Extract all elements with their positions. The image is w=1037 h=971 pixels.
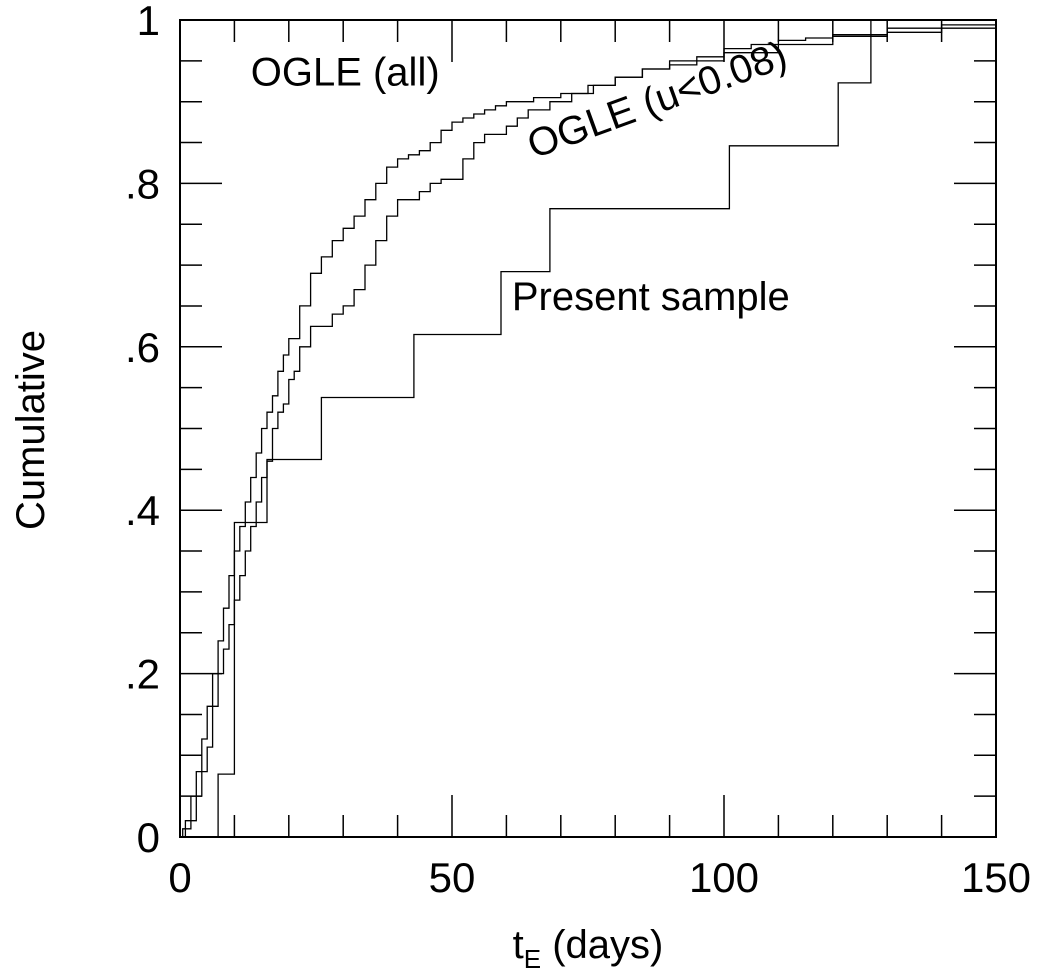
tick-labels: 0 50 100 150 0 .2 .4 .6 .8 1 [125, 0, 1031, 901]
series-line-2 [180, 19, 996, 838]
series-line-1 [180, 20, 997, 838]
plot-frame [179, 19, 997, 838]
x-axis-label: tE (days) [513, 923, 664, 971]
y-tick-label: .4 [125, 487, 160, 534]
y-axis-label: Cumulative [9, 330, 53, 530]
y-tick-label: .6 [125, 324, 160, 371]
x-tick-label: 100 [689, 854, 759, 901]
y-tick-label: .2 [125, 651, 160, 698]
annotation-1: OGLE (u<0.08) [522, 33, 793, 168]
y-tick-label: 1 [137, 0, 160, 44]
x-axis-label-subscript: E [524, 944, 541, 971]
y-tick-label: 0 [137, 814, 160, 861]
series-lines [180, 19, 997, 838]
annotation-0: OGLE (all) [251, 50, 440, 94]
y-tick-label: .8 [125, 160, 160, 207]
x-axis-label-rest: (days) [541, 923, 663, 967]
x-tick-label: 0 [168, 854, 191, 901]
x-axis-label-main: t [513, 923, 524, 967]
annotations: OGLE (all) OGLE (u<0.08) Present sample [251, 33, 793, 319]
x-tick-label: 50 [429, 854, 476, 901]
annotation-2: Present sample [512, 275, 790, 319]
x-tick-label: 150 [961, 854, 1031, 901]
